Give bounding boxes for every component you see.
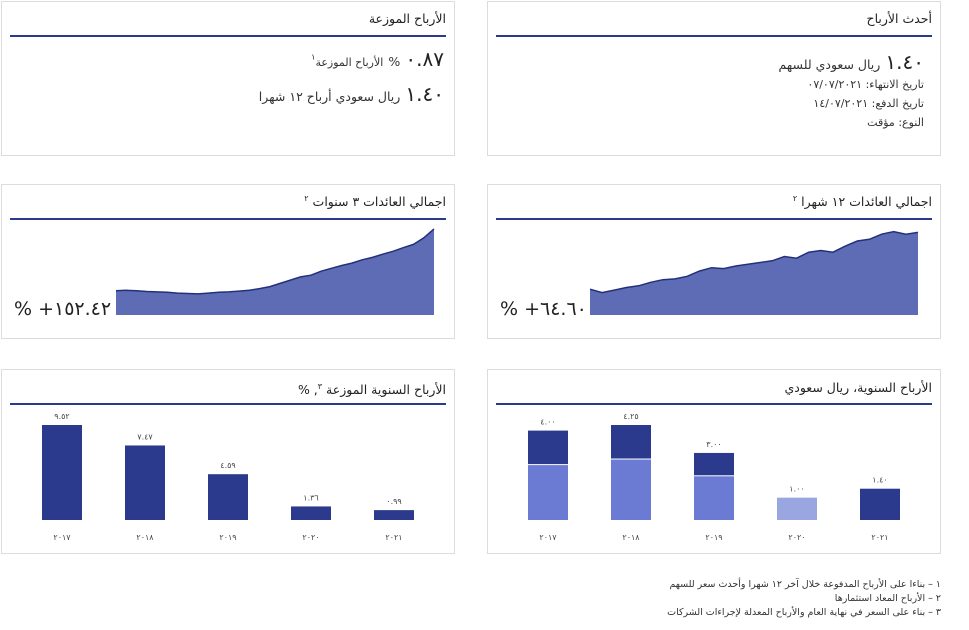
footnote-ref-2: ٢ bbox=[792, 194, 798, 203]
latest-dividend-header: أحدث الأرباح bbox=[496, 2, 932, 37]
bar-value-label: ٣.٠٠ bbox=[706, 440, 721, 449]
bar-value-label: ١.٤٠ bbox=[872, 476, 887, 485]
category-label: ٢٠١٩ bbox=[705, 533, 722, 542]
footnote-2: ٢ – الأرباح المعاد استثمارها bbox=[834, 593, 941, 604]
bar bbox=[125, 445, 165, 520]
total-return-12m-chart bbox=[590, 230, 919, 315]
dividend-yield-value: ٠.٨٧ bbox=[405, 47, 444, 71]
bar-value-label: ١.٣٦ bbox=[303, 493, 318, 502]
total-return-12m-header: اجمالي العائدات ١٢ شهرا ٢ bbox=[496, 185, 932, 220]
bar-segment bbox=[611, 459, 651, 520]
footnote-ref-1: ١ bbox=[311, 52, 316, 62]
dividend-yield-row: ٠.٨٧ % الأرباح الموزعة١ bbox=[311, 47, 444, 71]
annual-dividends-sar-header: الأرباح السنوية، ريال سعودي bbox=[496, 370, 932, 405]
dividend-yield-label: الأرباح الموزعة bbox=[315, 56, 384, 69]
bar bbox=[42, 425, 82, 520]
annual-yield-card: الأرباح السنوية الموزعة ٣, % ٩.٥٢ ٢٠١٧ ٧.٤… bbox=[1, 369, 455, 554]
dividend-yield-unit: % bbox=[388, 54, 401, 69]
bar-value-label: ٠.٩٩ bbox=[386, 497, 401, 506]
ttm-dividend-label: ريال سعودي أرباح ١٢ شهرا bbox=[258, 89, 401, 104]
payment-date-value: ١٤/٠٧/٢٠٢١ bbox=[813, 97, 869, 110]
bar-segment bbox=[611, 425, 651, 459]
dividend-type-row: النوع: مؤقت bbox=[867, 116, 924, 129]
bar-value-label: ١.٠٠ bbox=[789, 485, 804, 494]
latest-dividend-amount: ١.٤٠ bbox=[885, 50, 924, 74]
bar-segment bbox=[528, 430, 568, 465]
category-label: ٢٠٢٠ bbox=[788, 533, 805, 542]
bar-segment bbox=[777, 497, 817, 520]
bar-segment bbox=[860, 488, 900, 520]
area-line bbox=[590, 230, 919, 294]
footnote-ref-3: ٣ bbox=[317, 382, 323, 391]
dividend-type-label: النوع: bbox=[898, 116, 924, 129]
total-return-3y-value: % +١٥٢.٤٢ bbox=[14, 298, 112, 320]
footnote-ref-2: ٢ bbox=[304, 194, 309, 203]
latest-dividend-title: أحدث الأرباح bbox=[866, 11, 933, 26]
bar bbox=[374, 510, 414, 520]
bar-value-label: ٩.٥٢ bbox=[54, 412, 69, 421]
total-return-3y-title-text: اجمالي العائدات ٣ سنوات bbox=[312, 194, 446, 210]
latest-dividend-card: أحدث الأرباح ١.٤٠ ريال سعودي للسهم تاريخ… bbox=[487, 1, 941, 156]
total-return-3y-title: اجمالي العائدات ٣ سنوات ٢ bbox=[304, 194, 446, 209]
dividend-type-value: مؤقت bbox=[867, 116, 895, 129]
category-label: ٢٠١٧ bbox=[53, 533, 71, 542]
distributed-dividends-title: الأرباح الموزعة bbox=[368, 11, 446, 26]
ttm-dividend-row: ١.٤٠ ريال سعودي أرباح ١٢ شهرا bbox=[259, 82, 444, 106]
annual-yield-header: الأرباح السنوية الموزعة ٣, % bbox=[10, 370, 446, 405]
ttm-dividend-value: ١.٤٠ bbox=[405, 82, 444, 106]
bar bbox=[291, 506, 331, 520]
category-label: ٢٠١٨ bbox=[622, 533, 640, 542]
category-label: ٢٠٢٠ bbox=[302, 533, 319, 542]
latest-dividend-amount-row: ١.٤٠ ريال سعودي للسهم bbox=[778, 50, 924, 74]
bar-value-label: ٧.٤٧ bbox=[137, 432, 153, 441]
footnote-3: ٣ – بناء على السعر في نهاية العام والأرب… bbox=[667, 607, 941, 618]
bar-value-label: ٤.٥٩ bbox=[220, 461, 235, 470]
bar-value-label: ٤.٠٠ bbox=[540, 418, 555, 427]
payment-date-label: تاريخ الدفع: bbox=[871, 97, 924, 110]
payment-date-row: تاريخ الدفع: ١٤/٠٧/٢٠٢١ bbox=[813, 97, 924, 110]
annual-yield-title: الأرباح السنوية الموزعة ٣, % bbox=[298, 382, 446, 397]
bar-value-label: ٤.٢٥ bbox=[623, 412, 638, 421]
bar-segment bbox=[694, 476, 734, 520]
bar bbox=[208, 474, 248, 520]
footnote-1: ١ – بناءا على الأرباح المدفوعة خلال آخر … bbox=[669, 579, 941, 590]
expiry-date-label: تاريخ الانتهاء: bbox=[865, 78, 924, 91]
category-label: ٢٠١٧ bbox=[539, 533, 557, 542]
footnotes: ١ – بناءا على الأرباح المدفوعة خلال آخر … bbox=[667, 578, 941, 620]
bar-segment bbox=[694, 452, 734, 476]
latest-dividend-unit: ريال سعودي للسهم bbox=[778, 57, 881, 72]
total-return-3y-chart bbox=[116, 228, 435, 315]
expiry-date-row: تاريخ الانتهاء: ٠٧/٠٧/٢٠٢١ bbox=[807, 78, 924, 91]
distributed-dividends-header: الأرباح الموزعة bbox=[10, 2, 446, 37]
category-label: ٢٠٢١ bbox=[385, 533, 402, 542]
area-line bbox=[116, 228, 435, 295]
annual-dividends-sar-chart: ٤.٠٠ ٢٠١٧ ٤.٢٥ ٢٠١٨ ٣.٠٠ ٢٠١٩ ١.٠٠ ٢٠٢٠ ١.٤٠ ٢٠٢١ bbox=[528, 412, 900, 542]
total-return-12m-value: % +٦٤.٦٠ bbox=[500, 298, 587, 320]
annual-dividends-sar-card: الأرباح السنوية، ريال سعودي ٤.٠٠ ٢٠١٧ ٤.٢٥… bbox=[487, 369, 941, 554]
distributed-dividends-card: الأرباح الموزعة ٠.٨٧ % الأرباح الموزعة١ … bbox=[1, 1, 455, 156]
annual-yield-unit: , % bbox=[297, 382, 318, 398]
annual-yield-chart: ٩.٥٢ ٢٠١٧ ٧.٤٧ ٢٠١٨ ٤.٥٩ ٢٠١٩ ١.٣٦ ٢٠٢٠ ٠.٩٩ ٢٠٢١ bbox=[42, 412, 414, 542]
area-fill bbox=[590, 231, 918, 315]
total-return-3y-header: اجمالي العائدات ٣ سنوات ٢ bbox=[10, 185, 446, 220]
annual-yield-title-text: الأرباح السنوية الموزعة bbox=[326, 382, 446, 398]
total-return-3y-card: اجمالي العائدات ٣ سنوات ٢ % +١٥٢.٤٢ bbox=[1, 184, 455, 339]
total-return-12m-title: اجمالي العائدات ١٢ شهرا ٢ bbox=[793, 194, 932, 209]
annual-dividends-sar-title: الأرباح السنوية، ريال سعودي bbox=[784, 380, 932, 395]
total-return-12m-card: اجمالي العائدات ١٢ شهرا ٢ % +٦٤.٦٠ bbox=[487, 184, 941, 339]
category-label: ٢٠١٩ bbox=[219, 533, 236, 542]
category-label: ٢٠٢١ bbox=[871, 533, 888, 542]
category-label: ٢٠١٨ bbox=[136, 533, 154, 542]
total-return-12m-title-text: اجمالي العائدات ١٢ شهرا bbox=[801, 194, 932, 210]
area-fill bbox=[116, 229, 434, 315]
expiry-date-value: ٠٧/٠٧/٢٠٢١ bbox=[807, 78, 863, 91]
bar-segment bbox=[528, 465, 568, 520]
